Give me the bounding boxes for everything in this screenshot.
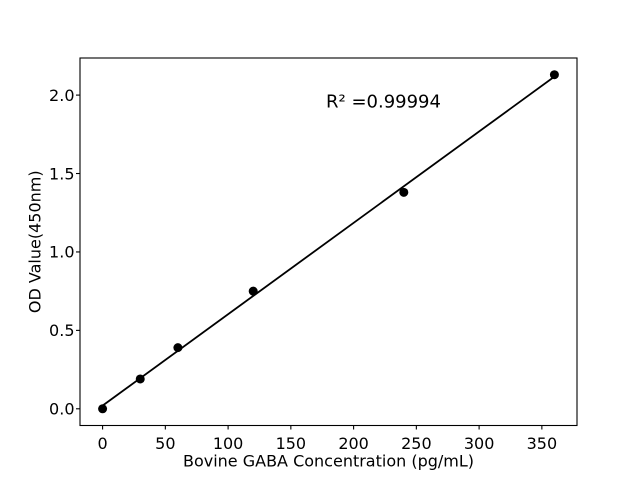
data-point — [248, 286, 258, 296]
r-squared-annotation: R² =0.99994 — [326, 92, 441, 113]
x-tick-label: 200 — [338, 434, 369, 453]
data-series — [98, 70, 559, 414]
x-tick-label: 350 — [527, 434, 558, 453]
x-tick-label: 0 — [97, 434, 107, 453]
data-point — [135, 374, 145, 384]
x-tick-label: 300 — [464, 434, 495, 453]
x-axis-ticks: 0 50 100 150 200 250 300 350 — [97, 425, 558, 453]
y-tick-label: 1.0 — [49, 243, 74, 262]
axes-frame — [79, 57, 578, 427]
data-point — [98, 404, 108, 414]
data-point — [399, 187, 409, 197]
x-tick-label: 150 — [276, 434, 307, 453]
x-axis-label: Bovine GABA Concentration (pg/mL) — [183, 452, 474, 471]
y-axis-label: OD Value(450nm) — [26, 170, 45, 313]
y-axis-ticks: 0.0 0.5 1.0 1.5 2.0 — [49, 86, 80, 419]
y-tick-label: 2.0 — [49, 86, 74, 105]
x-tick-label: 50 — [155, 434, 175, 453]
x-tick-label: 100 — [213, 434, 244, 453]
y-tick-label: 1.5 — [49, 164, 74, 183]
y-tick-label: 0.5 — [49, 321, 74, 340]
fit-line — [102, 75, 555, 407]
y-tick-label: 0.0 — [49, 400, 74, 419]
data-point — [173, 343, 183, 353]
x-tick-label: 250 — [401, 434, 432, 453]
data-point — [549, 70, 559, 80]
